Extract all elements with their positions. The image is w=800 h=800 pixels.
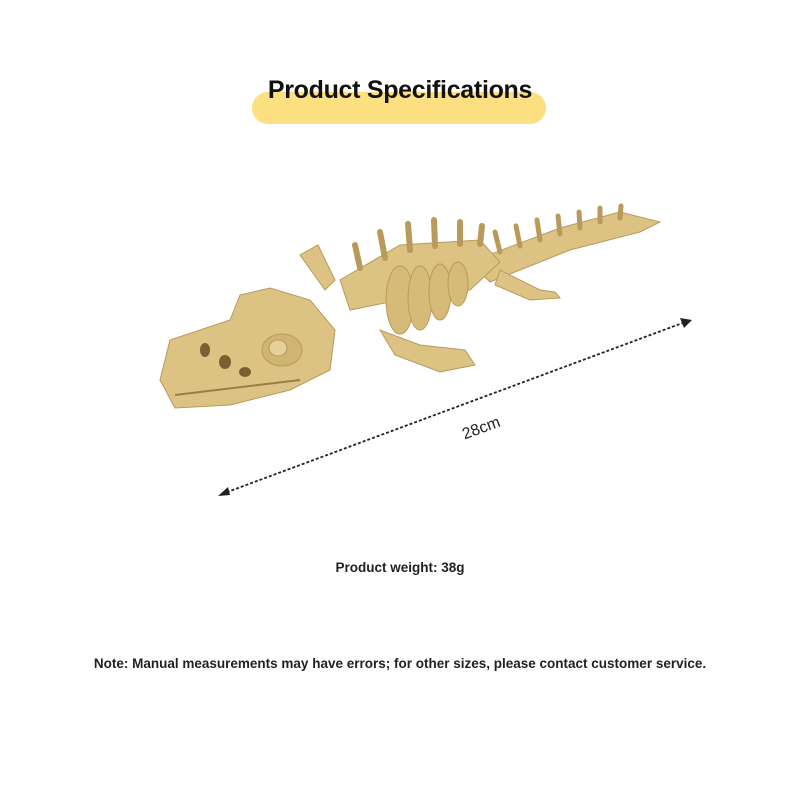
title-banner: Product Specifications: [252, 74, 548, 126]
crocodile-skeleton-toy: [159, 203, 662, 409]
page-title: Product Specifications: [267, 76, 533, 104]
title-highlight: [252, 92, 546, 124]
measurement-note: Note: Manual measurements may have error…: [93, 656, 707, 671]
dimension-arrow: [218, 318, 692, 496]
weight-label: Product weight: 38g: [335, 560, 465, 575]
